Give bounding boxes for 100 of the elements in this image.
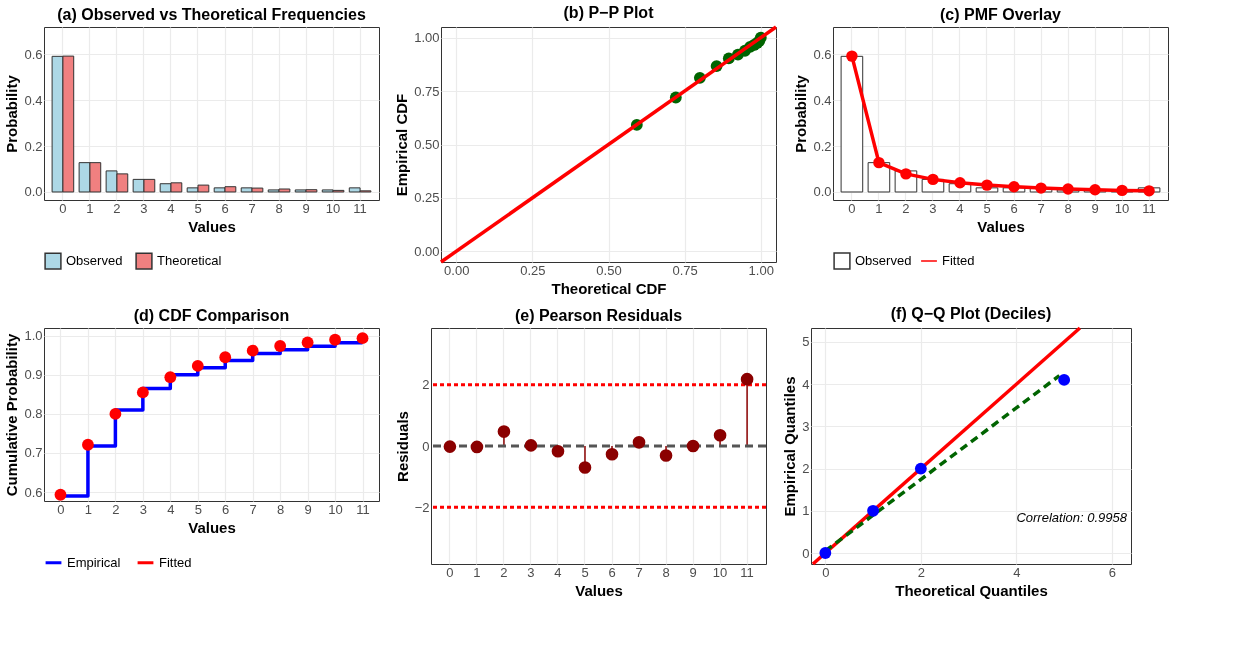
x-tick-label: 9: [302, 200, 310, 216]
x-tick-label: 6: [1108, 564, 1117, 580]
x-tick-label: 3: [929, 200, 937, 216]
x-tick-label: 6: [222, 501, 230, 517]
y-tick-label: 0.9: [24, 367, 43, 383]
legend-label: Fitted: [942, 253, 975, 268]
x-tick-label: 9: [689, 564, 697, 580]
x-axis-title: Values: [188, 217, 236, 235]
x-tick-label: 3: [139, 501, 147, 517]
x-tick-label: 8: [277, 501, 285, 517]
y-tick-label: 0.6: [24, 47, 43, 62]
y-tick-label: 0.00: [414, 243, 440, 259]
x-tick-label: 6: [221, 200, 229, 216]
x-tick-label: 8: [662, 564, 670, 580]
x-axis-title: Values: [575, 581, 623, 599]
x-tick-label: 4: [956, 200, 964, 216]
x-tick-label: 11: [353, 200, 367, 216]
y-tick-label: 0.0: [813, 184, 832, 200]
y-tick-label: 0.75: [414, 83, 440, 99]
x-tick-label: 7: [248, 200, 256, 216]
x-tick-label: 0.00: [444, 262, 470, 278]
x-tick-label: 5: [194, 200, 202, 216]
x-tick-label: 10: [325, 200, 341, 216]
x-axis-title: Values: [188, 518, 236, 536]
y-tick-label: 0.2: [813, 138, 832, 154]
x-tick-label: 6: [608, 564, 616, 580]
y-tick-label: 0.7: [24, 445, 43, 461]
annotation: Correlation: 0.9958: [1016, 510, 1128, 525]
y-tick-label: 1.00: [414, 30, 440, 46]
x-tick-label: 7: [1037, 200, 1045, 216]
legend-label: Observed: [66, 253, 123, 269]
x-tick-label: 0: [57, 501, 65, 517]
x-tick-label: 0.50: [596, 262, 622, 278]
x-tick-label: 8: [1064, 200, 1072, 216]
legend-label: Observed: [855, 253, 912, 268]
y-tick-label: 2: [802, 461, 810, 477]
y-axis-title: Cumulative Probability: [3, 333, 21, 497]
y-tick-label: 0.6: [813, 47, 832, 62]
y-tick-label: 0: [422, 438, 430, 454]
x-tick-label: 7: [249, 501, 257, 517]
y-tick-label: 1.0: [24, 328, 43, 344]
x-tick-label: 8: [275, 200, 283, 216]
x-tick-label: 2: [500, 564, 508, 580]
x-tick-label: 4: [554, 564, 562, 580]
chart-title: (b) P−P Plot: [563, 4, 655, 22]
x-tick-label: 0: [848, 200, 856, 216]
y-axis-title: Residuals: [393, 411, 411, 482]
x-axis-title: Theoretical CDF: [551, 279, 667, 297]
x-tick-label: 0.25: [520, 262, 546, 278]
x-tick-label: 10: [1114, 200, 1130, 216]
chart-title: (a) Observed vs Theoretical Frequencies: [57, 6, 366, 23]
x-tick-label: 11: [1142, 200, 1156, 216]
x-tick-label: 6: [1010, 200, 1018, 216]
y-tick-label: 0.4: [24, 92, 43, 108]
x-tick-label: 2: [902, 200, 910, 216]
x-tick-label: 11: [356, 501, 370, 517]
y-tick-label: 0.8: [24, 406, 43, 422]
x-tick-label: 4: [167, 501, 175, 517]
y-axis-title: Probability: [3, 74, 21, 153]
x-axis-title: Theoretical Quantiles: [895, 581, 1048, 599]
x-tick-label: 3: [140, 200, 148, 216]
x-tick-label: 11: [740, 564, 754, 580]
chart-title: (c) PMF Overlay: [940, 6, 1062, 23]
y-tick-label: 3: [802, 418, 810, 434]
y-tick-label: 0: [802, 545, 810, 561]
x-tick-label: 1.00: [748, 262, 774, 278]
y-tick-label: 5: [802, 334, 810, 350]
x-tick-label: 1: [86, 200, 94, 216]
y-tick-label: 0.50: [414, 137, 440, 152]
x-tick-label: 10: [712, 564, 728, 580]
chart-title: (e) Pearson Residuals: [514, 307, 683, 324]
x-tick-label: 2: [917, 564, 925, 580]
x-tick-label: 0.75: [672, 262, 698, 278]
x-tick-label: 1: [473, 564, 481, 580]
y-tick-label: 0.2: [24, 138, 43, 154]
chart-title: (f) Q−Q Plot (Deciles): [890, 305, 1052, 323]
x-tick-label: 10: [328, 501, 343, 517]
chart-title: (d) CDF Comparison: [133, 307, 290, 324]
x-tick-label: 1: [875, 200, 883, 216]
y-tick-label: 0.6: [24, 484, 43, 500]
x-tick-label: 5: [194, 501, 202, 517]
x-tick-label: 9: [304, 501, 312, 517]
x-tick-label: 1: [84, 501, 93, 517]
x-tick-label: 4: [167, 200, 175, 216]
legend-label: Fitted: [159, 554, 192, 570]
x-tick-label: 5: [983, 200, 991, 216]
y-axis-title: Empirical Quantiles: [781, 376, 799, 517]
y-axis-title: Probability: [792, 74, 810, 153]
x-tick-label: 4: [1013, 564, 1021, 580]
y-tick-label: 0.0: [24, 184, 43, 200]
y-axis-title: Empirical CDF: [393, 93, 411, 197]
x-tick-label: 0: [446, 564, 454, 580]
y-tick-label: 0.25: [414, 190, 440, 206]
x-tick-label: 2: [112, 501, 120, 517]
y-tick-label: −2: [414, 499, 430, 515]
x-axis-title: Values: [977, 217, 1025, 235]
x-tick-label: 2: [113, 200, 121, 216]
legend-label: Empirical: [67, 554, 121, 570]
y-tick-label: 2: [422, 377, 430, 393]
legend-label: Theoretical: [157, 253, 222, 269]
